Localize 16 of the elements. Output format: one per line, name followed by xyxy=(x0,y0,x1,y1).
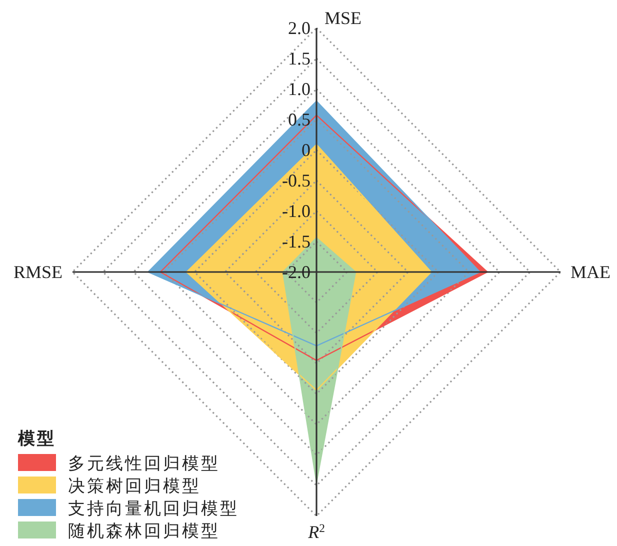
legend-label: 决策树回归模型 xyxy=(68,476,201,496)
y-tick-label: 2.0 xyxy=(288,18,310,38)
legend-label: 支持向量机回归模型 xyxy=(68,499,239,518)
spoke-label: MAE xyxy=(570,262,611,282)
y-tick-label: -1.0 xyxy=(282,201,310,221)
legend-label: 多元线性回归模型 xyxy=(68,454,220,473)
y-tick-label: 1.5 xyxy=(288,48,310,68)
y-tick-label: -0.5 xyxy=(282,170,310,190)
y-tick-label: 0 xyxy=(302,140,310,160)
y-tick-label: -1.5 xyxy=(282,232,310,252)
legend-label: 随机森林回归模型 xyxy=(68,522,220,540)
spoke-label: R$^{2}$ xyxy=(307,522,326,542)
y-tick-label: 1.0 xyxy=(288,79,310,99)
spoke-label: RMSE xyxy=(13,262,62,282)
legend-title: 模型 xyxy=(17,429,56,448)
spoke-label: MSE xyxy=(324,8,362,28)
